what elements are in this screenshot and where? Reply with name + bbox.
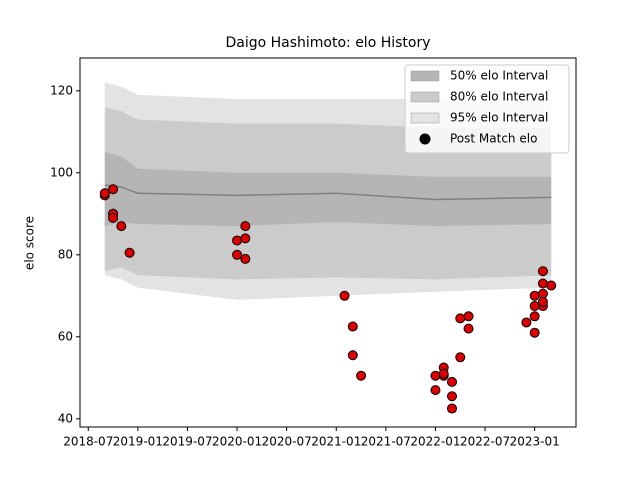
x-tick-label: 2023-01 — [510, 435, 560, 449]
match-point — [537, 288, 548, 299]
match-point — [430, 370, 441, 381]
legend-swatch — [410, 91, 440, 103]
x-tick-label: 2019-07 — [162, 435, 212, 449]
match-point — [447, 403, 457, 414]
match-point — [463, 323, 474, 334]
legend-marker — [419, 133, 431, 145]
x-tick-label: 2019-01 — [113, 435, 163, 449]
match-point — [347, 350, 358, 361]
match-point — [455, 313, 466, 324]
x-tick-label: 2022-07 — [460, 435, 510, 449]
match-point — [529, 311, 540, 322]
x-tick-label: 2021-01 — [311, 435, 361, 449]
match-point — [455, 352, 466, 363]
match-point — [108, 184, 119, 195]
match-point — [529, 290, 540, 301]
legend-swatch — [410, 112, 440, 124]
match-point — [240, 221, 251, 232]
match-point — [537, 278, 548, 289]
match-point — [116, 221, 127, 232]
match-point — [529, 301, 540, 312]
legend-label: 95% elo Interval — [450, 111, 548, 125]
x-tick-label: 2020-07 — [262, 435, 312, 449]
match-point — [537, 296, 548, 307]
y-tick-label: 80 — [58, 247, 73, 261]
y-tick-label: 120 — [50, 83, 73, 97]
match-point — [99, 188, 110, 199]
x-tick-label: 2020-01 — [212, 435, 262, 449]
match-point — [124, 247, 135, 258]
match-point — [356, 370, 367, 381]
y-tick-label: 40 — [58, 411, 73, 425]
legend-swatch — [410, 70, 440, 82]
match-point — [529, 327, 540, 338]
legend-box — [404, 64, 570, 154]
match-point — [240, 253, 251, 264]
match-point — [521, 317, 532, 328]
y-axis-label: elo score — [23, 216, 37, 270]
match-point — [108, 212, 119, 223]
match-point — [447, 391, 457, 402]
match-point — [232, 249, 243, 260]
x-tick-label: 2022-01 — [410, 435, 460, 449]
match-point — [240, 233, 251, 244]
x-tick-label: 2021-07 — [361, 435, 411, 449]
mean-line — [104, 184, 552, 201]
match-point — [463, 311, 474, 322]
x-tick-label: 2018-07 — [63, 435, 113, 449]
match-point — [430, 385, 441, 396]
chart-title: Daigo Hashimoto: elo History — [225, 35, 430, 51]
match-point — [347, 321, 358, 332]
y-tick-label: 100 — [50, 165, 73, 179]
legend-label: 50% elo Interval — [450, 69, 548, 83]
y-tick-label: 60 — [58, 329, 73, 343]
match-point — [546, 280, 557, 291]
plot-frame — [79, 57, 577, 428]
interval-band — [104, 152, 552, 227]
match-point — [339, 290, 350, 301]
match-point — [438, 368, 449, 379]
legend-label: Post Match elo — [450, 132, 537, 146]
legend-label: 80% elo Interval — [450, 90, 548, 104]
match-point — [447, 376, 457, 387]
match-point — [232, 235, 243, 246]
match-point — [537, 266, 548, 277]
